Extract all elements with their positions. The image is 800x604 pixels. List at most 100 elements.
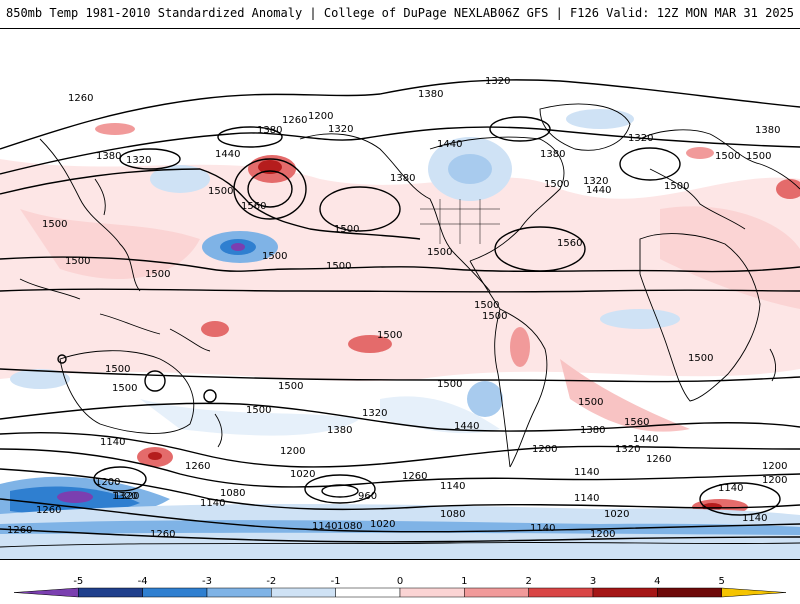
contour-label: 1080 [440,509,465,520]
contour-label: 1020 [604,509,629,520]
contour-label: 1200 [532,444,557,455]
contour-label: 1140 [312,521,337,532]
colorbar-swatch [271,587,336,598]
colorbar-tick-label: 2 [525,576,531,587]
contour-label: 1080 [337,521,362,532]
contour-label: 1440 [454,421,479,432]
colorbar-swatch [142,587,208,598]
colorbar-swatch [464,587,529,598]
contour-label: 1080 [220,488,245,499]
contour-label: 1200 [95,477,120,488]
contour-label: 1500 [112,383,137,394]
contour-label: 1140 [742,513,767,524]
contour-label: 1260 [68,93,93,104]
contour-label: 1380 [580,425,605,436]
contour-label: 1380 [418,89,443,100]
contour-label: 1140 [200,498,225,509]
contour-label: 1260 [150,529,175,540]
contour-label: 1140 [574,493,599,504]
contour-label: 1320 [485,76,510,87]
contour-label: 1500 [334,224,359,235]
contour-label: 1380 [257,125,282,136]
height-contours [0,79,800,543]
colorbar-tick-label: -2 [266,576,276,587]
contour-label: 1260 [282,115,307,126]
contour-label: 1140 [100,437,125,448]
contour-labels: 1260 1380 1200 1320 1260 1320 1380 1500 … [7,76,787,540]
contour-label: 1260 [36,505,61,516]
contour-label: 1500 [664,181,689,192]
map-canvas: 1260 1380 1200 1320 1260 1320 1380 1500 … [0,29,800,559]
contour-label: 1500 [544,179,569,190]
colorbar-canvas: -5 -4 -3 -2 -1 0 1 2 3 4 5 [13,576,787,598]
contour-label: 1200 [762,461,787,472]
contour-label: 1320 [362,408,387,419]
contour-label: 1500 [326,261,351,272]
contour-label: 1500 [246,405,271,416]
contour-label: 1500 [437,379,462,390]
anomaly-shading [0,29,800,559]
contour-label: 1260 [402,471,427,482]
contour-label: 1320 [628,133,653,144]
contour-label: 1320 [112,491,137,502]
contour-label: 1260 [7,525,32,536]
contour-label: 960 [358,491,377,502]
colorbar-tick-label: -3 [202,576,212,587]
map-header: 850mb Temp 1981-2010 Standardized Anomal… [0,0,800,28]
contour-label: 1380 [96,151,121,162]
colorbar-tick-label: 5 [718,576,724,587]
contour-label: 1500 [377,330,402,341]
contour-label: 1140 [718,483,743,494]
colorbar-swatches [13,587,787,598]
model-run-info: 06Z GFS | F126 Valid: 12Z MON MAR 31 202… [497,6,794,20]
contour-label: 1560 [624,417,649,428]
contour-label: 1380 [327,425,352,436]
colorbar-swatch [399,587,465,598]
colorbar-tick-label: 1 [461,576,467,587]
colorbar-swatch [13,587,79,598]
contour-label: 1320 [615,444,640,455]
contour-label: 1500 [688,353,713,364]
contour-label: 1380 [390,173,415,184]
contour-label: 1500 [746,151,771,162]
colorbar-tick-label: -1 [331,576,341,587]
contour-label: 1020 [290,469,315,480]
contour-label: 1440 [586,185,611,196]
anomaly-map: 1260 1380 1200 1320 1260 1320 1380 1500 … [0,28,800,560]
contour-label: 1500 [578,397,603,408]
contour-label: 1560 [557,238,582,249]
contour-label: 1500 [278,381,303,392]
colorbar-swatch [721,587,787,598]
contour-label: 1200 [762,475,787,486]
contour-label: 1380 [755,125,780,136]
contour-label: 1440 [437,139,462,150]
contour-label: 1500 [474,300,499,311]
contour-label: 1200 [590,529,615,540]
colorbar-tick-label: 4 [654,576,660,587]
colorbar-ticks: -5 -4 -3 -2 -1 0 1 2 3 4 5 [73,576,725,587]
contour-label: 1500 [427,247,452,258]
contour-label: 1260 [646,454,671,465]
map-title: 850mb Temp 1981-2010 Standardized Anomal… [6,6,498,20]
contour-label: 1200 [308,111,333,122]
contour-label: 1200 [280,446,305,457]
contour-label: 1320 [583,176,608,187]
contour-label: 1500 [42,219,67,230]
colorbar-swatch [206,587,272,598]
colorbar-swatch [78,587,143,598]
colorbar-tick-label: 0 [397,576,403,587]
contour-label: 1500 [105,364,130,375]
contour-label: 1140 [440,481,465,492]
contour-label: 1440 [633,434,658,445]
contour-label: 1320 [114,491,139,502]
contour-label: 1500 [65,256,90,267]
coastlines [0,103,800,548]
contour-label: 1320 [328,124,353,135]
contour-label: 1140 [530,523,555,534]
contour-label: 1440 [215,149,240,160]
contour-label: 1500 [482,311,507,322]
contour-label: 1560 [241,201,266,212]
contour-label: 1500 [145,269,170,280]
colorbar: -5 -4 -3 -2 -1 0 1 2 3 4 5 [0,570,800,600]
colorbar-swatch [528,587,594,598]
